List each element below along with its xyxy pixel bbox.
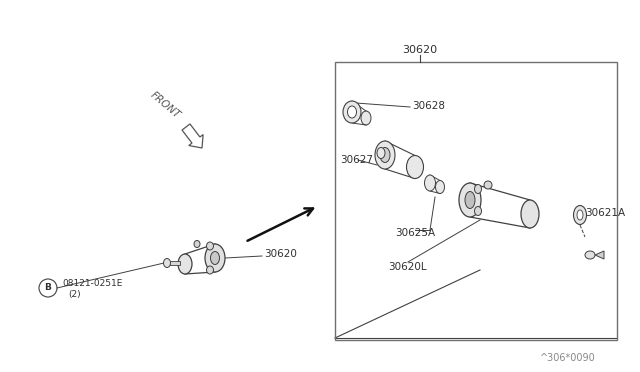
- Text: 30620: 30620: [264, 249, 297, 259]
- Ellipse shape: [380, 148, 390, 163]
- Ellipse shape: [348, 106, 356, 118]
- Text: 08121-0251E: 08121-0251E: [62, 279, 122, 288]
- Text: 30627: 30627: [340, 155, 373, 165]
- Polygon shape: [595, 251, 604, 259]
- Bar: [335, 62, 617, 340]
- Ellipse shape: [211, 251, 220, 264]
- Ellipse shape: [474, 206, 481, 215]
- Ellipse shape: [459, 183, 481, 217]
- Ellipse shape: [465, 192, 475, 208]
- Ellipse shape: [205, 244, 225, 272]
- Ellipse shape: [375, 141, 395, 169]
- Ellipse shape: [361, 111, 371, 125]
- Text: 30625A: 30625A: [395, 228, 435, 238]
- Ellipse shape: [521, 200, 539, 228]
- Text: FRONT: FRONT: [148, 90, 182, 120]
- Ellipse shape: [435, 180, 445, 193]
- Text: 30621A: 30621A: [585, 208, 625, 218]
- Polygon shape: [182, 124, 203, 148]
- Ellipse shape: [178, 254, 192, 274]
- Ellipse shape: [194, 241, 200, 247]
- Ellipse shape: [343, 101, 361, 123]
- Text: 30620L: 30620L: [388, 262, 427, 272]
- Ellipse shape: [585, 251, 595, 259]
- Ellipse shape: [406, 155, 424, 179]
- Ellipse shape: [474, 185, 481, 193]
- Ellipse shape: [484, 181, 492, 189]
- Ellipse shape: [163, 259, 170, 267]
- Bar: [170, 261, 180, 265]
- Text: B: B: [45, 283, 51, 292]
- Text: (2): (2): [68, 289, 81, 298]
- Ellipse shape: [577, 210, 583, 220]
- Text: 30628: 30628: [412, 101, 445, 111]
- Ellipse shape: [573, 205, 586, 224]
- Text: ^306*0090: ^306*0090: [540, 353, 596, 363]
- Ellipse shape: [207, 266, 214, 274]
- Text: 30620: 30620: [403, 45, 438, 55]
- Ellipse shape: [207, 242, 214, 250]
- Ellipse shape: [377, 148, 385, 158]
- Ellipse shape: [424, 175, 435, 191]
